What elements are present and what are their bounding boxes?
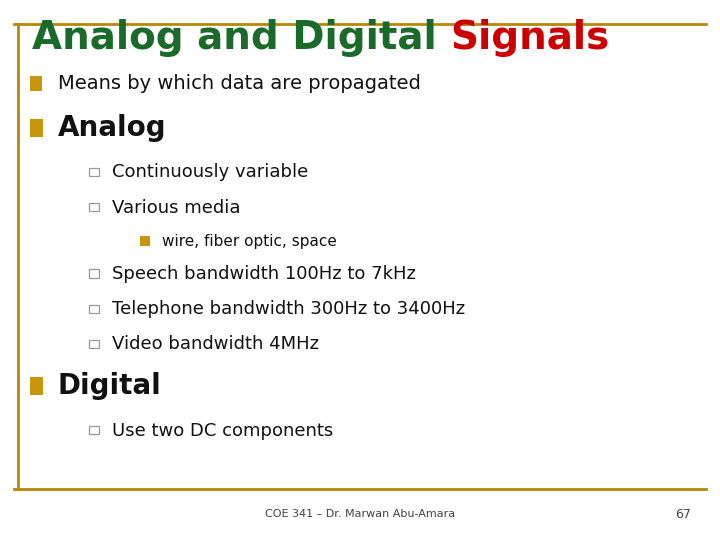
Text: Telephone bandwidth 300Hz to 3400Hz: Telephone bandwidth 300Hz to 3400Hz	[112, 300, 464, 318]
Text: Continuously variable: Continuously variable	[112, 164, 308, 181]
Text: 67: 67	[675, 508, 691, 521]
Text: Means by which data are propagated: Means by which data are propagated	[58, 75, 420, 93]
Text: Analog and Digital: Analog and Digital	[32, 19, 451, 57]
Text: wire, fiber optic, space: wire, fiber optic, space	[162, 233, 337, 248]
Text: Signals: Signals	[451, 19, 610, 57]
Text: Digital: Digital	[58, 372, 161, 400]
Bar	[30, 76, 42, 91]
Text: Use two DC components: Use two DC components	[112, 422, 333, 440]
Bar	[30, 119, 43, 137]
Text: Video bandwidth 4MHz: Video bandwidth 4MHz	[112, 335, 319, 353]
FancyBboxPatch shape	[89, 203, 99, 211]
Text: Various media: Various media	[112, 199, 240, 217]
Bar	[30, 377, 43, 395]
FancyBboxPatch shape	[89, 305, 99, 313]
FancyBboxPatch shape	[89, 269, 99, 278]
Text: Analog: Analog	[58, 114, 166, 142]
FancyBboxPatch shape	[89, 426, 99, 434]
Bar	[140, 235, 150, 246]
FancyBboxPatch shape	[89, 168, 99, 176]
FancyBboxPatch shape	[89, 340, 99, 348]
Text: Speech bandwidth 100Hz to 7kHz: Speech bandwidth 100Hz to 7kHz	[112, 265, 415, 283]
Text: COE 341 – Dr. Marwan Abu-Amara: COE 341 – Dr. Marwan Abu-Amara	[265, 509, 455, 519]
